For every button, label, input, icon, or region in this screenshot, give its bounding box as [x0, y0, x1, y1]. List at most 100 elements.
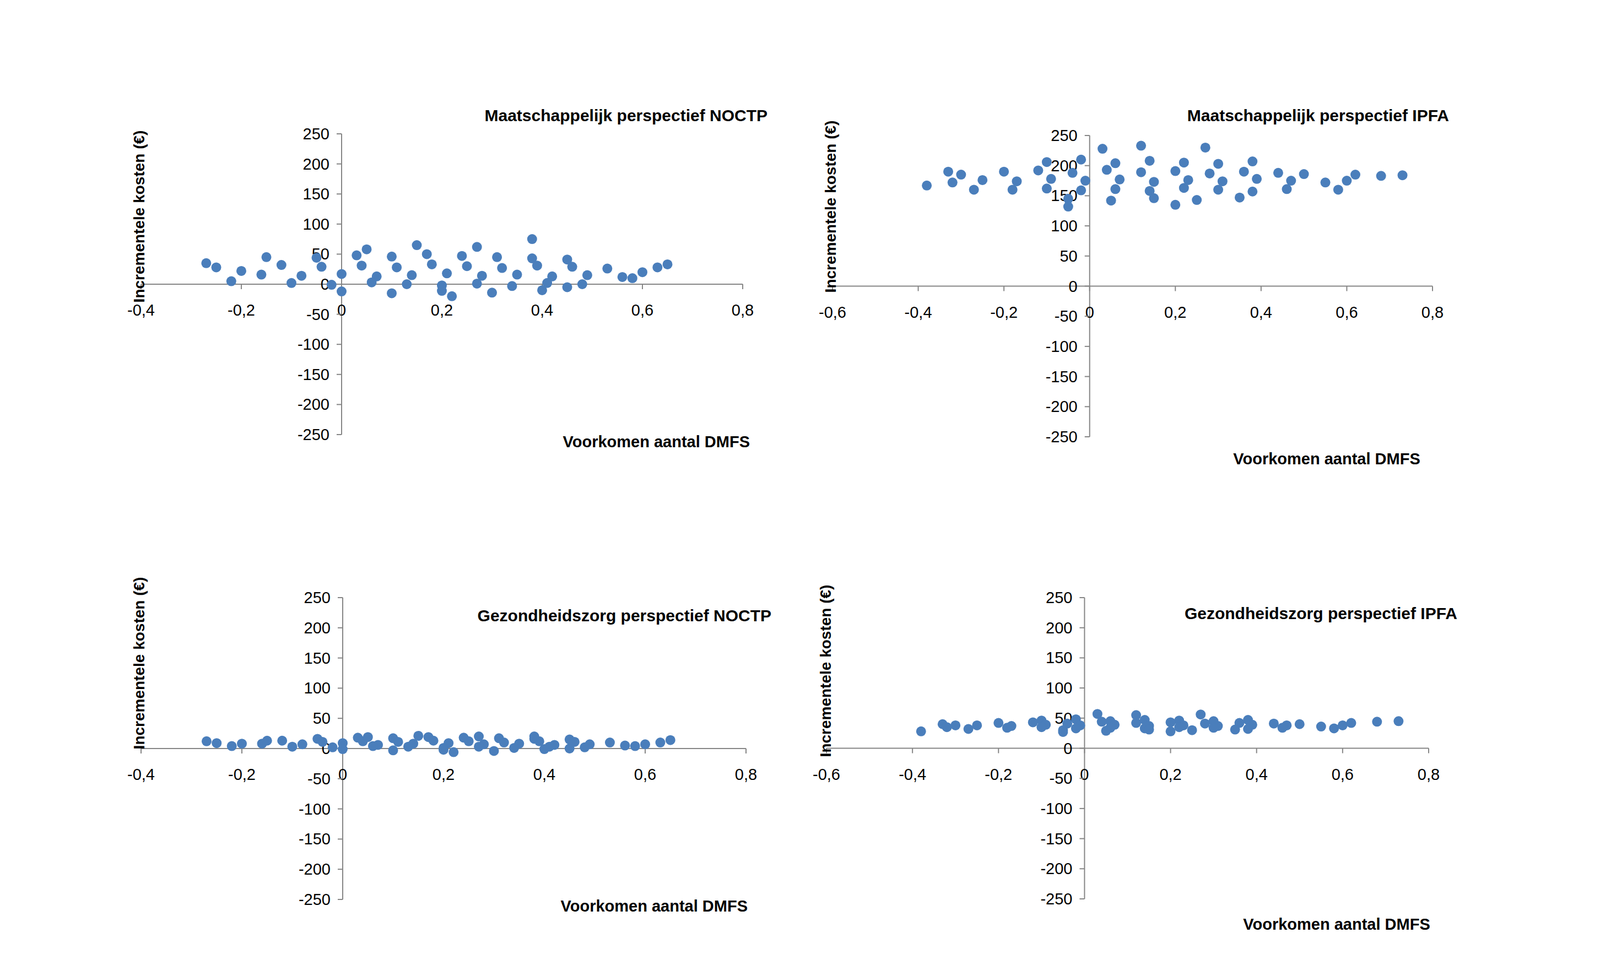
point: [1101, 164, 1112, 175]
point: [1268, 719, 1279, 729]
y-tick-label: -250: [1040, 890, 1073, 908]
point: [1328, 723, 1339, 734]
y-tick-label: 150: [304, 649, 331, 668]
y-tick-label: 250: [1045, 588, 1073, 607]
y-tick: [1079, 868, 1085, 870]
panel: -0,4-0,200,20,40,60,8-250-200-150-100-50…: [127, 577, 772, 916]
y-tick: [337, 808, 343, 810]
y-tick-label: 100: [303, 215, 330, 234]
point: [438, 744, 449, 755]
point: [1097, 143, 1108, 154]
points: [201, 234, 673, 302]
point: [363, 732, 374, 743]
point: [942, 722, 953, 733]
x-tick: [1346, 286, 1348, 292]
point: [539, 744, 550, 755]
x-tick-label: 0,2: [432, 765, 455, 784]
point: [201, 736, 212, 747]
point: [1277, 722, 1288, 733]
x-tick: [1170, 748, 1172, 754]
point: [446, 291, 457, 302]
point: [366, 277, 377, 288]
point: [1148, 176, 1159, 187]
x-axis-label: Voorkomen aantal DMFS: [563, 433, 750, 451]
point: [276, 260, 287, 270]
point: [1294, 719, 1305, 730]
point: [921, 180, 932, 191]
point: [436, 285, 447, 296]
point: [1341, 175, 1352, 186]
y-tick-label: -50: [306, 305, 330, 324]
point: [1195, 709, 1206, 720]
point: [947, 177, 958, 188]
point: [619, 741, 630, 751]
point: [1011, 176, 1022, 187]
x-tick-label: 0,6: [1335, 303, 1358, 322]
y-tick: [336, 133, 342, 135]
x-tick: [1256, 748, 1258, 754]
point: [1144, 725, 1155, 735]
point: [403, 742, 414, 753]
x-tick-label: 0: [337, 301, 347, 320]
panel: -0,6-0,4-0,200,20,40,60,8-250-200-150-10…: [818, 106, 1450, 468]
title: Gezondheidszorg perspectief NOCTP: [477, 606, 772, 625]
point: [1393, 716, 1404, 727]
x-tick: [911, 748, 913, 754]
point: [582, 270, 593, 281]
point: [943, 166, 954, 177]
point: [311, 252, 322, 263]
point: [428, 736, 439, 747]
point: [955, 169, 966, 180]
point: [412, 240, 423, 251]
point: [1213, 184, 1224, 195]
y-tick-label: -250: [298, 890, 331, 909]
y-tick: [337, 899, 343, 901]
panel: -0,4-0,200,20,40,60,8-250-200-150-100-50…: [127, 106, 768, 451]
x-tick-label: 0: [1085, 303, 1095, 322]
y-tick: [1079, 687, 1085, 689]
point: [1114, 174, 1125, 185]
x-axis-label: Voorkomen aantal DMFS: [1242, 915, 1430, 934]
y-tick-label: -100: [1040, 800, 1073, 818]
x-tick-label: 0,2: [430, 301, 453, 320]
point: [261, 252, 272, 263]
point: [1100, 726, 1111, 737]
points: [916, 709, 1404, 738]
title: Gezondheidszorg perspectief IPFA: [1184, 604, 1458, 623]
y-tick-label: -250: [1045, 428, 1078, 446]
y-tick-label: -200: [1045, 397, 1078, 416]
x-tick: [641, 284, 643, 290]
point: [256, 269, 267, 280]
point: [1165, 717, 1176, 728]
y-tick-label: 250: [1050, 126, 1078, 145]
point: [277, 736, 288, 747]
y-tick: [336, 434, 342, 436]
point: [327, 742, 338, 753]
y-tick: [1079, 657, 1085, 659]
point: [351, 250, 362, 261]
point: [1067, 168, 1078, 178]
y-tick-label: -200: [1040, 860, 1073, 878]
y-tick-label: 150: [303, 185, 330, 203]
y-tick-label: -250: [297, 425, 330, 444]
y-tick: [1084, 255, 1090, 257]
y-tick: [337, 838, 343, 840]
point: [640, 739, 651, 750]
y-tick: [1079, 597, 1085, 599]
y-tick-label: -50: [307, 770, 331, 788]
point: [627, 273, 638, 284]
y-tick-label: -150: [297, 365, 330, 384]
point: [1346, 718, 1356, 729]
point: [564, 743, 575, 754]
x-tick-label: 0,6: [1331, 765, 1354, 784]
point: [1110, 158, 1121, 169]
point: [1036, 722, 1047, 733]
point: [361, 244, 372, 255]
x-tick-label: -0,2: [990, 303, 1018, 322]
point: [1200, 719, 1210, 729]
point: [1320, 177, 1331, 188]
point: [993, 718, 1004, 729]
point: [489, 746, 500, 756]
point: [448, 747, 459, 758]
point: [462, 261, 473, 272]
